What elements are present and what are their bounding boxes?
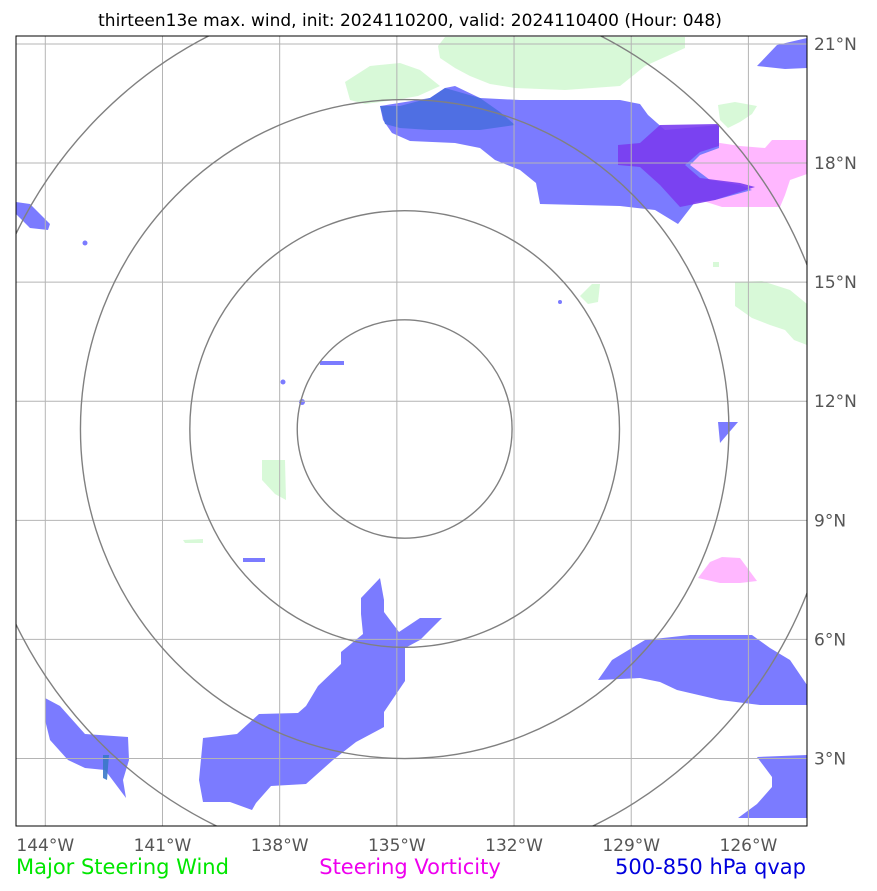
latitude-tick-label: 6°N bbox=[814, 630, 846, 650]
range-ring bbox=[189, 209, 621, 649]
graticule bbox=[16, 36, 807, 826]
legend: Major Steering Wind Steering Vorticity 5… bbox=[16, 855, 806, 879]
longitude-labels: 144°W 141°W 138°W 135°W 132°W 129°W 126°W bbox=[16, 836, 777, 856]
qvap-speck bbox=[82, 240, 88, 246]
wind-region bbox=[718, 102, 757, 128]
legend-vorticity: Steering Vorticity bbox=[319, 855, 501, 879]
range-ring bbox=[296, 319, 513, 539]
qvap-region bbox=[738, 755, 807, 818]
wind-region bbox=[735, 281, 807, 345]
qvap-speck bbox=[558, 300, 562, 304]
qvap-speck bbox=[280, 379, 286, 385]
latitude-tick-label: 9°N bbox=[814, 511, 846, 531]
plot-frame bbox=[15, 35, 808, 827]
longitude-tick-label: 144°W bbox=[16, 836, 74, 856]
longitude-tick-label: 132°W bbox=[485, 836, 543, 856]
qvap-region bbox=[718, 422, 738, 443]
longitude-tick-label: 138°W bbox=[251, 836, 309, 856]
longitude-tick-label: 141°W bbox=[134, 836, 192, 856]
latitude-tick-label: 12°N bbox=[814, 392, 857, 412]
steering-vorticity-layer bbox=[680, 140, 807, 583]
map-title: thirteen13e max. wind, init: 2024110200,… bbox=[98, 11, 722, 31]
latitude-tick-label: 21°N bbox=[814, 35, 857, 55]
qvap-region bbox=[320, 361, 344, 365]
legend-qvap: 500-850 hPa qvap bbox=[615, 855, 806, 879]
latitude-tick-label: 3°N bbox=[814, 750, 846, 770]
latitude-tick-label: 15°N bbox=[814, 273, 857, 293]
longitude-tick-label: 129°W bbox=[602, 836, 660, 856]
qvap-dense-layer bbox=[103, 88, 755, 780]
qvap-layer bbox=[16, 38, 807, 818]
qvap-dense-region bbox=[618, 124, 755, 207]
qvap-dense-region bbox=[380, 88, 515, 130]
longitude-tick-label: 126°W bbox=[720, 836, 778, 856]
qvap-region bbox=[16, 202, 50, 230]
qvap-region bbox=[199, 578, 442, 810]
range-ring bbox=[79, 98, 730, 760]
wind-region bbox=[580, 284, 600, 304]
qvap-region bbox=[243, 558, 265, 562]
wind-region bbox=[345, 63, 440, 104]
range-rings bbox=[16, 36, 807, 826]
steering-wind-layer bbox=[183, 37, 807, 543]
qvap-region bbox=[598, 635, 807, 705]
latitude-tick-label: 18°N bbox=[814, 154, 857, 174]
wind-region bbox=[713, 262, 719, 267]
longitude-tick-label: 135°W bbox=[368, 836, 426, 856]
wind-region bbox=[438, 37, 685, 90]
legend-wind: Major Steering Wind bbox=[16, 855, 229, 879]
qvap-dense-region bbox=[103, 755, 109, 780]
latitude-labels: 3°N 6°N 9°N 12°N 15°N 18°N 21°N bbox=[814, 35, 857, 770]
qvap-region bbox=[757, 38, 807, 69]
wind-region bbox=[183, 539, 203, 543]
plot-area bbox=[16, 36, 807, 826]
wind-region bbox=[262, 460, 286, 500]
qvap-region bbox=[45, 698, 129, 798]
vorticity-region bbox=[698, 557, 757, 583]
